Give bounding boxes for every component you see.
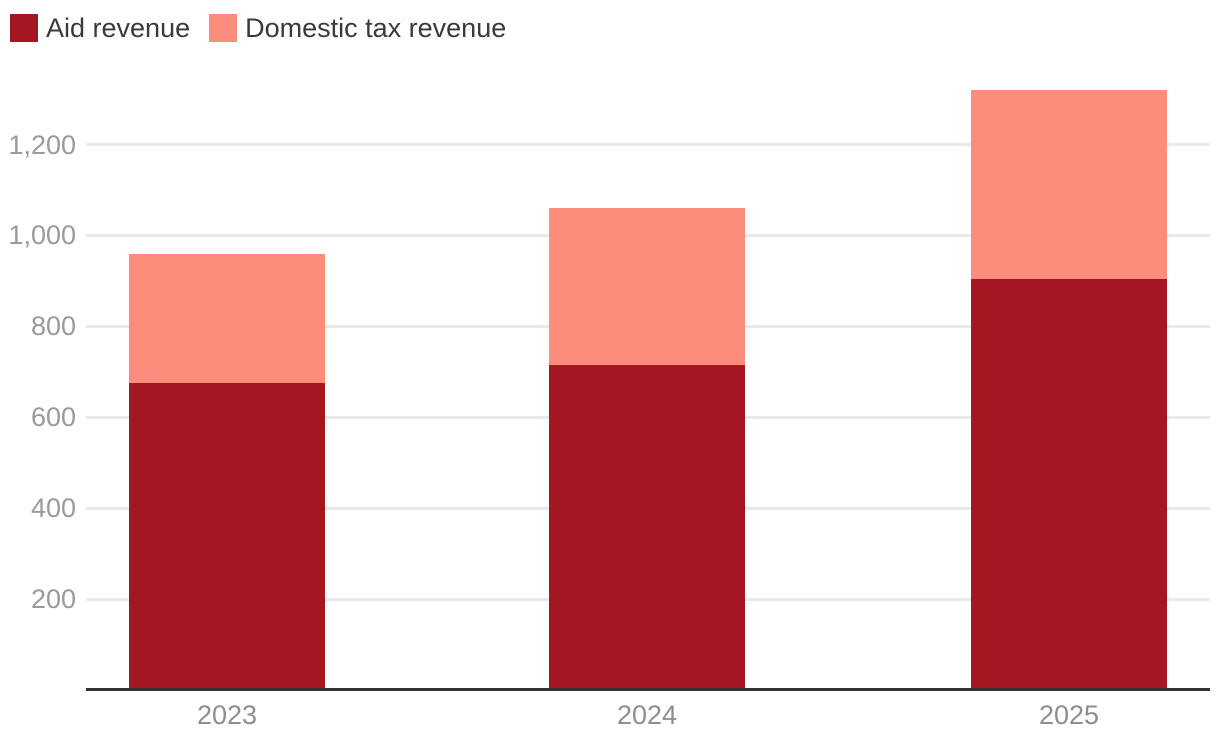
y-axis-tick-label: 200 [30, 584, 76, 615]
legend-swatch-domestic-tax-revenue [209, 14, 238, 42]
y-axis-tick-label: 400 [30, 493, 76, 524]
bar-2025 [971, 89, 1167, 690]
x-axis-label-2023: 2023 [196, 700, 258, 730]
gridline-1200 [86, 143, 1210, 146]
chart-legend: Aid revenue Domestic tax revenue [10, 14, 525, 42]
bar-segment-domestic-tax-revenue-2024 [549, 208, 745, 365]
bar-2023 [129, 253, 325, 690]
x-axis-label-2024: 2024 [616, 700, 678, 730]
x-axis-line [86, 688, 1210, 691]
y-axis-tick-label: 1,200 [8, 129, 76, 160]
bar-2024 [549, 208, 745, 690]
legend-label-aid-revenue: Aid revenue [46, 13, 191, 43]
bar-segment-aid-revenue-2025 [971, 278, 1167, 690]
bar-segment-aid-revenue-2024 [549, 364, 745, 690]
bar-segment-domestic-tax-revenue-2025 [971, 89, 1167, 279]
y-axis-tick-label: 1,000 [8, 220, 76, 251]
bar-segment-domestic-tax-revenue-2023 [129, 253, 325, 384]
x-axis-label-2025: 2025 [1038, 700, 1100, 730]
y-axis-tick-label: 600 [30, 402, 76, 433]
bar-segment-aid-revenue-2023 [129, 383, 325, 690]
legend-label-domestic-tax-revenue: Domestic tax revenue [245, 13, 507, 43]
legend-swatch-aid-revenue [10, 14, 38, 42]
y-axis-tick-label: 800 [30, 311, 76, 342]
